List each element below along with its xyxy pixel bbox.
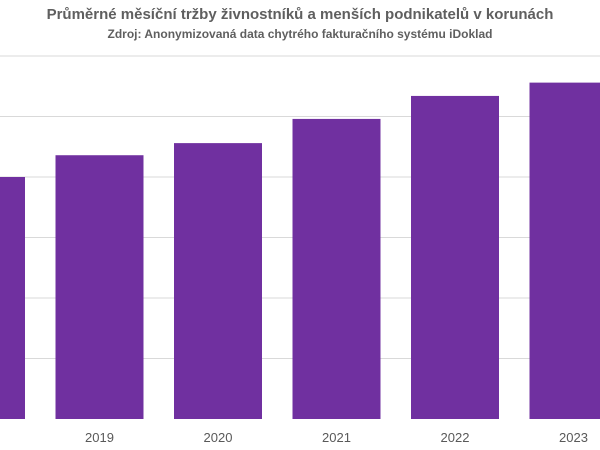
bar-2018 bbox=[0, 177, 25, 419]
bars bbox=[0, 82, 600, 420]
chart-title: Průměrné měsíční tržby živnostníků a men… bbox=[46, 6, 554, 23]
bar-2021 bbox=[292, 118, 381, 420]
x-tick-label-2019: 2019 bbox=[85, 430, 114, 445]
bar-2019 bbox=[55, 155, 144, 419]
bar-2023 bbox=[529, 82, 600, 420]
x-tick-label-2023: 2023 bbox=[559, 430, 588, 445]
bar-2022 bbox=[411, 95, 499, 420]
bar-2020 bbox=[174, 143, 262, 419]
chart-subtitle: Zdroj: Anonymizovaná data chytrého faktu… bbox=[107, 27, 493, 41]
x-tick-label-2022: 2022 bbox=[441, 430, 470, 445]
x-tick-label-2021: 2021 bbox=[322, 430, 351, 445]
x-axis-labels: 2019 2020 2021 2022 2023 bbox=[85, 430, 588, 445]
x-tick-label-2020: 2020 bbox=[204, 430, 233, 445]
